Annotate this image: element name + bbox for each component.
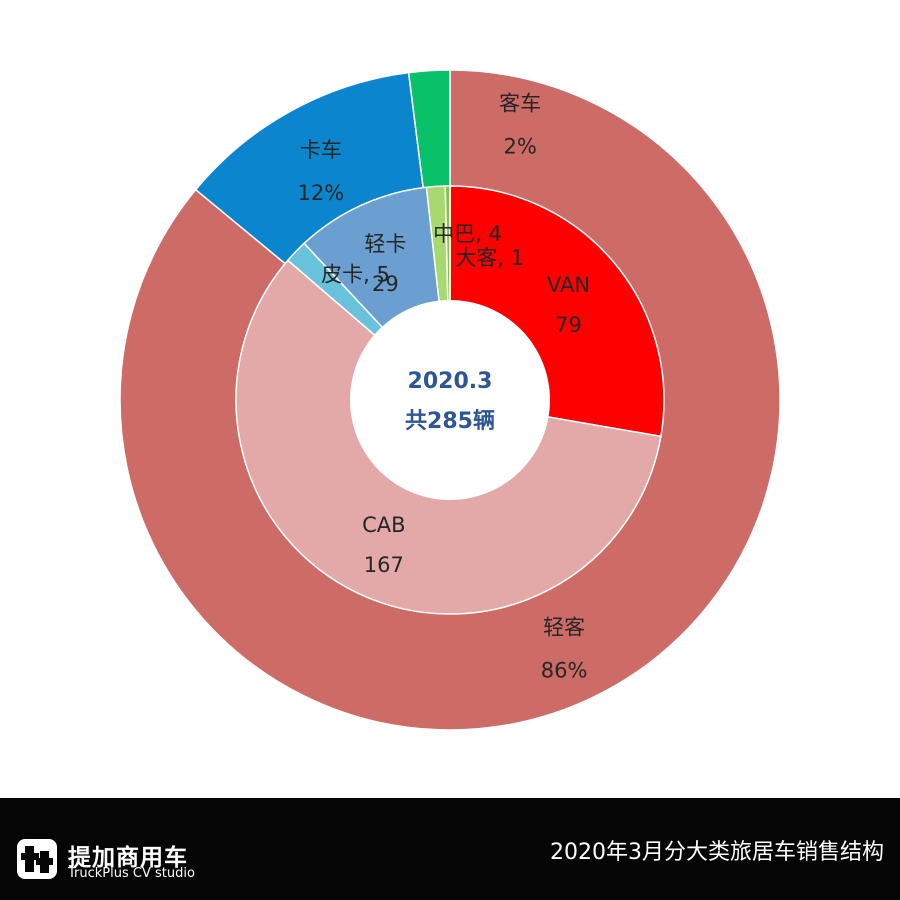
outer-label-value-2: 2% — [503, 135, 536, 159]
inner-label-value-1: 167 — [364, 553, 404, 577]
brand-name-en: TruckPlus CV studio — [68, 866, 195, 881]
donut-hole — [350, 300, 550, 500]
inner-label-name-1: CAB — [362, 513, 405, 537]
inner-label-value-3: 29 — [372, 272, 399, 296]
inner-label-5: 大客, 1 — [455, 246, 524, 270]
center-label-total: 共285辆 — [405, 408, 495, 434]
truckplus-logo-icon — [17, 839, 57, 879]
outer-label-name-2: 客车 — [499, 92, 541, 116]
center-label-year: 2020.3 — [408, 369, 493, 394]
inner-label-2: 皮卡, 5 — [321, 263, 390, 287]
outer-ring — [119, 69, 781, 731]
inner-label-4: 中巴, 4 — [433, 222, 502, 246]
outer-label-name-0: 轻客 — [543, 615, 585, 639]
chart-caption: 2020年3月分大类旅居车销售结构 — [550, 840, 884, 865]
slice-labels: 轻客 86% 卡车 12% 客车 2% VAN 79 CAB 167 皮卡, 5 轻卡 29 中巴, 4大… — [298, 92, 591, 683]
outer-label-value-1: 12% — [298, 181, 345, 205]
outer-label-name-1: 卡车 — [300, 138, 342, 162]
inner-label-name-3: 轻卡 — [364, 232, 406, 256]
brand-name-cn: 提加商用车 — [68, 845, 188, 871]
inner-label-value-0: 79 — [555, 313, 582, 337]
inner-label-name-0: VAN — [547, 273, 590, 297]
donut-chart: 2020.3 共285辆 轻客 86% 卡车 12% 客车 2% VAN 79 CAB 167 皮卡… — [119, 69, 781, 731]
inner-ring — [235, 185, 665, 615]
footer-bar — [0, 798, 900, 900]
outer-label-value-0: 86% — [541, 658, 588, 682]
